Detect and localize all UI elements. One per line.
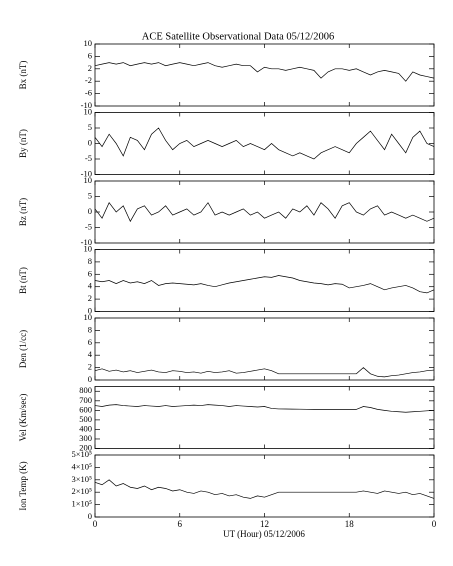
panel-frame [94, 180, 435, 244]
y-tick-label: 2 [88, 63, 92, 73]
y-tick-label: 2 [88, 362, 92, 372]
data-line [94, 404, 435, 413]
panel-frame [94, 249, 435, 312]
data-line [94, 275, 435, 294]
y-tick-label: 1×10⁵ [71, 499, 92, 509]
y-tick-label: -10 [81, 237, 92, 247]
y-tick-label: 0 [88, 374, 92, 384]
x-tick-label: 0 [93, 519, 98, 529]
y-axis-label: By (nT) [18, 129, 28, 158]
y-tick-label: 6 [88, 268, 92, 278]
y-tick-label: 700 [79, 395, 92, 405]
y-tick-label: 800 [79, 385, 92, 395]
x-tick-label: 18 [345, 519, 355, 529]
y-tick-label: 4×10⁵ [71, 461, 92, 471]
y-tick-label: 10 [84, 175, 93, 185]
x-tick-label: 12 [260, 519, 269, 529]
y-tick-label: 500 [79, 414, 92, 424]
y-tick-label: 6 [88, 337, 92, 347]
x-tick-label: 0 [432, 519, 437, 529]
chart-title: ACE Satellite Observational Data 05/12/2… [142, 31, 334, 42]
y-tick-label: 0 [88, 206, 92, 216]
y-tick-label: 400 [79, 423, 92, 433]
x-tick-label: 6 [178, 519, 183, 529]
y-tick-label: -10 [81, 100, 92, 110]
y-tick-label: 10 [84, 312, 93, 322]
y-tick-label: 200 [79, 442, 92, 452]
y-axis-label: Ion Temp (K) [18, 461, 28, 510]
data-line [94, 127, 435, 160]
y-tick-label: -5 [85, 221, 92, 231]
y-tick-label: 0 [88, 137, 92, 147]
y-axis-label: Bz (nT) [18, 198, 28, 226]
y-tick-label: 5×10⁵ [71, 449, 92, 459]
y-tick-label: 8 [88, 256, 92, 266]
data-line [94, 479, 435, 499]
y-tick-label: -6 [85, 88, 92, 98]
data-line [94, 367, 435, 378]
y-tick-label: 3×10⁵ [71, 474, 92, 484]
data-line [94, 202, 435, 223]
y-tick-label: -10 [81, 168, 92, 178]
y-tick-label: 5 [88, 190, 92, 200]
y-tick-label: -5 [85, 153, 92, 163]
y-tick-label: 300 [79, 433, 92, 443]
y-tick-label: 10 [84, 243, 93, 253]
y-tick-label: 4 [88, 281, 93, 291]
data-line [94, 62, 435, 82]
panel-frame [94, 317, 435, 381]
y-tick-label: -2 [85, 75, 92, 85]
y-tick-label: 5 [88, 122, 92, 132]
x-axis-label: UT (Hour) 05/12/2006 [223, 529, 305, 539]
y-tick-label: 6 [88, 50, 92, 60]
y-tick-label: 0 [88, 305, 92, 315]
y-tick-label: 10 [84, 106, 93, 116]
panel-frame [94, 43, 435, 107]
y-tick-label: 2 [88, 293, 92, 303]
panel-frame [94, 454, 435, 518]
y-axis-label: Bt (nT) [18, 267, 28, 294]
y-tick-label: 2×10⁵ [71, 486, 92, 496]
y-tick-label: 600 [79, 404, 92, 414]
y-tick-label: 8 [88, 324, 92, 334]
y-axis-label: Bx (nT) [18, 61, 28, 90]
y-tick-label: 0 [88, 511, 92, 521]
y-axis-label: Den (1/cc) [18, 330, 28, 368]
y-axis-label: Vel (Km/sec) [18, 394, 28, 442]
y-tick-label: 4 [88, 349, 93, 359]
panel-frame [94, 112, 435, 175]
y-tick-label: 10 [84, 38, 93, 48]
panel-frame [94, 386, 435, 449]
